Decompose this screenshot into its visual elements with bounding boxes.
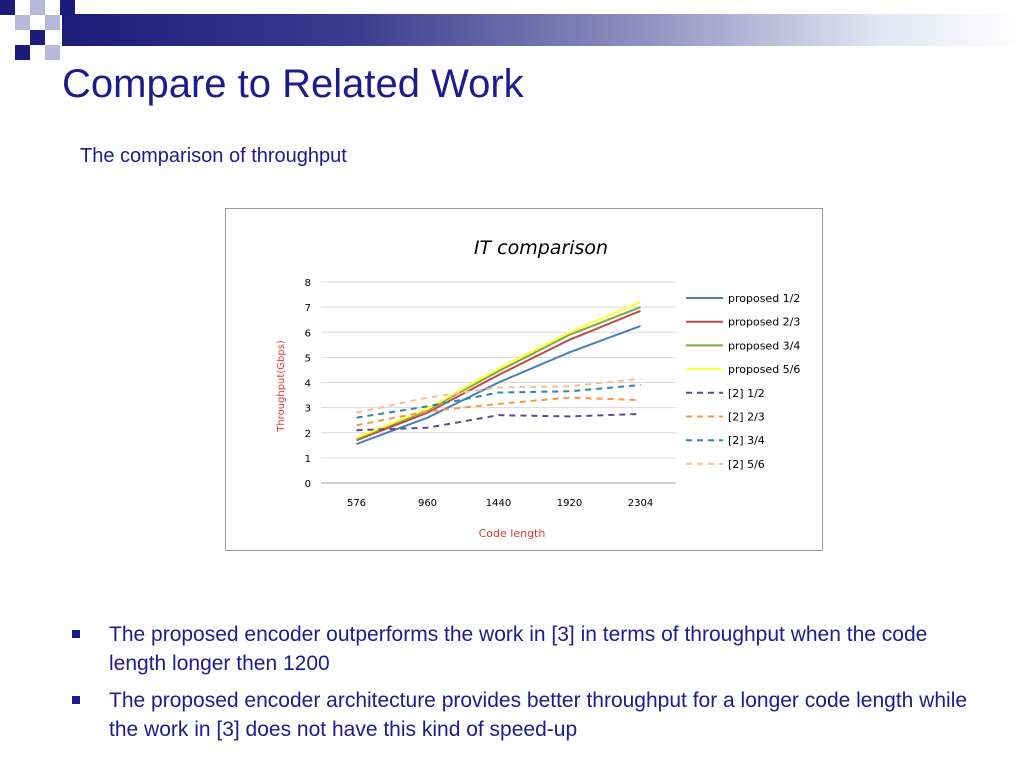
series-line xyxy=(356,325,641,445)
legend-label: [2] 5/6 xyxy=(728,458,765,471)
series-line xyxy=(356,377,641,414)
legend-label: [2] 3/4 xyxy=(728,434,765,447)
bullet-marker-icon xyxy=(72,696,80,704)
decoration-square xyxy=(0,0,15,15)
y-tick-label: 7 xyxy=(305,303,311,314)
title-decoration-bar xyxy=(62,14,1024,46)
legend-label: [2] 2/3 xyxy=(728,411,765,424)
series-line xyxy=(356,309,641,442)
x-axis-label: Code length xyxy=(479,527,546,540)
x-tick-label: 2304 xyxy=(628,498,653,509)
y-tick-label: 5 xyxy=(305,353,311,364)
x-tick-label: 576 xyxy=(347,498,366,509)
y-axis-label: Throughput(Gbps) xyxy=(276,340,287,433)
y-tick-label: 3 xyxy=(305,404,311,415)
bullet-item: The proposed encoder architecture provid… xyxy=(72,686,972,744)
decoration-square xyxy=(45,15,60,30)
x-tick-label: 960 xyxy=(418,498,437,509)
bullet-text: The proposed encoder outperforms the wor… xyxy=(109,623,928,675)
x-tick-label: 1440 xyxy=(486,498,511,509)
bullet-text: The proposed encoder architecture provid… xyxy=(109,689,968,741)
y-tick-label: 4 xyxy=(305,379,311,390)
y-tick-label: 8 xyxy=(305,278,311,289)
decoration-square xyxy=(15,15,30,30)
slide-subtitle: The comparison of throughput xyxy=(80,145,347,167)
decoration-square xyxy=(15,45,30,60)
bullet-item: The proposed encoder outperforms the wor… xyxy=(72,620,972,678)
bullet-marker-icon xyxy=(72,630,80,638)
chart-title: IT comparison xyxy=(474,237,608,259)
chart-frame: IT comparison Code length Throughput(Gbp… xyxy=(225,208,823,551)
y-tick-label: 6 xyxy=(305,328,311,339)
line-chart: IT comparison Code length Throughput(Gbp… xyxy=(276,237,800,540)
bullet-list: The proposed encoder outperforms the wor… xyxy=(72,620,972,752)
decoration-square xyxy=(30,30,45,45)
legend-label: proposed 2/3 xyxy=(728,316,800,329)
legend-label: proposed 5/6 xyxy=(728,363,800,376)
legend-label: [2] 1/2 xyxy=(728,387,765,400)
x-tick-label: 1920 xyxy=(557,498,582,509)
y-tick-label: 0 xyxy=(305,479,311,490)
series-line xyxy=(356,384,641,419)
y-tick-label: 2 xyxy=(305,429,311,440)
decoration-square xyxy=(30,0,45,15)
decoration-square xyxy=(60,0,75,15)
series-line xyxy=(356,412,641,432)
series-line xyxy=(356,301,641,439)
series-line xyxy=(356,396,641,427)
y-tick-label: 1 xyxy=(305,454,311,465)
series-line xyxy=(356,306,641,440)
slide-title: Compare to Related Work xyxy=(62,62,524,106)
decoration-square xyxy=(45,45,60,60)
legend-label: proposed 1/2 xyxy=(728,292,800,305)
legend-label: proposed 3/4 xyxy=(728,339,800,352)
